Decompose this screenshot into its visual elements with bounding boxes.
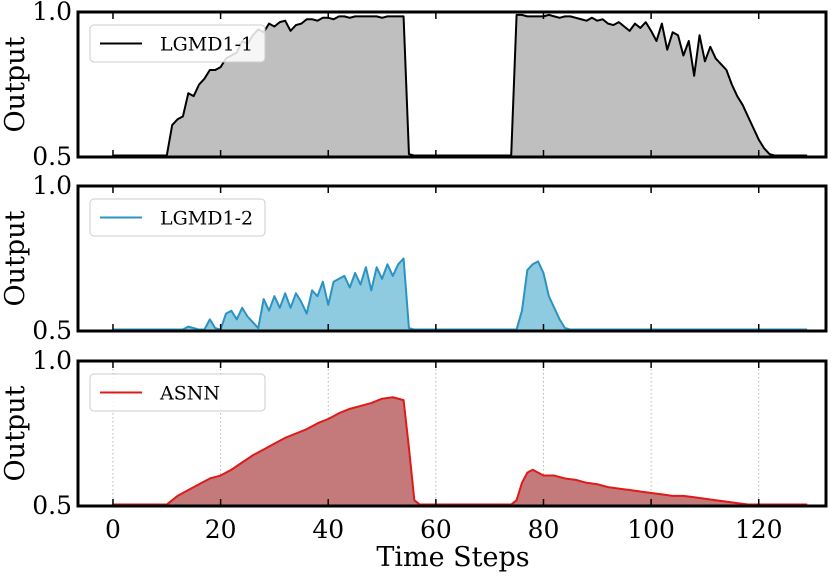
x-tick-label: 20 bbox=[205, 515, 237, 544]
legend-box bbox=[89, 198, 266, 237]
y-tick-label: 1.0 bbox=[32, 0, 72, 26]
area-fill-asnn bbox=[112, 397, 808, 506]
legend-box bbox=[89, 24, 266, 63]
x-tick-label: 80 bbox=[528, 515, 560, 544]
legend-label: LGMD1-2 bbox=[160, 208, 253, 230]
y-axis-label: Output bbox=[0, 385, 31, 481]
legend-label: ASNN bbox=[159, 383, 220, 405]
x-tick-label: 0 bbox=[105, 515, 121, 544]
y-axis-label: Output bbox=[0, 36, 31, 132]
y-axis-label: Output bbox=[0, 210, 31, 306]
x-axis-label: Time Steps bbox=[376, 542, 529, 573]
y-tick-label: 0.5 bbox=[32, 142, 72, 171]
panel-frame bbox=[76, 184, 828, 333]
y-tick-label: 1.0 bbox=[32, 171, 72, 200]
x-tick-label: 40 bbox=[312, 515, 344, 544]
legend-lgmd1-1: LGMD1-1 bbox=[89, 24, 266, 63]
legend-asnn: ASNN bbox=[89, 373, 266, 412]
y-tick-label: 0.5 bbox=[32, 491, 72, 520]
legend-box bbox=[89, 373, 266, 412]
series-line-asnn bbox=[112, 396, 808, 506]
area-fill-lgmd1-2 bbox=[112, 258, 808, 331]
panel-frame bbox=[76, 10, 828, 159]
x-tick-label: 120 bbox=[735, 515, 783, 544]
x-tick-label: 100 bbox=[627, 515, 675, 544]
panel-frame bbox=[76, 359, 828, 508]
legend-lgmd1-2: LGMD1-2 bbox=[89, 198, 266, 237]
area-fill-lgmd1-1 bbox=[112, 14, 808, 158]
y-tick-label: 0.5 bbox=[32, 316, 72, 345]
y-tick-label: 1.0 bbox=[32, 346, 72, 375]
series-line-lgmd1-2 bbox=[112, 257, 808, 331]
legend-label: LGMD1-1 bbox=[160, 34, 253, 56]
x-tick-label: 60 bbox=[420, 515, 452, 544]
